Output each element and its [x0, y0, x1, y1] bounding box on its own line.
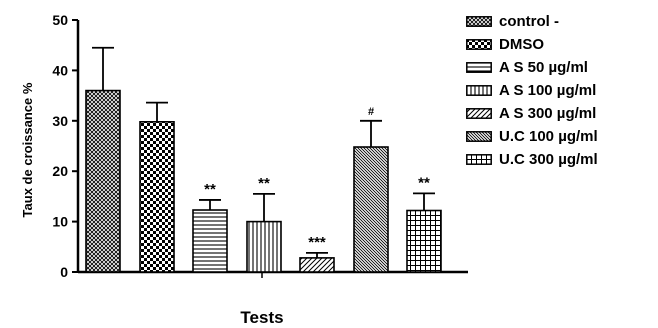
legend-label: U.C 100 µg/ml: [499, 128, 598, 145]
legend-swatch: [466, 16, 492, 27]
significance-label: **: [258, 175, 270, 192]
bar: [192, 209, 228, 273]
legend-label: control -: [499, 13, 559, 30]
significance-label: #: [368, 106, 374, 118]
y-tick-label: 20: [52, 163, 68, 179]
legend-swatch: [466, 154, 492, 165]
significance-label: **: [418, 174, 430, 191]
legend-label: DMSO: [499, 36, 544, 53]
y-tick-label: 50: [52, 12, 68, 28]
legend-swatch: [466, 85, 492, 96]
legend-swatch: [466, 62, 492, 73]
y-tick-label: 30: [52, 113, 68, 129]
legend-item: A S 50 µg/ml: [466, 56, 598, 79]
legend-swatch: [466, 108, 492, 119]
bars: ** *****#**: [85, 46, 442, 273]
bar: [353, 146, 389, 273]
y-axis-label: Taux de croissance %: [20, 82, 35, 217]
legend-item: U.C 100 µg/ml: [466, 125, 598, 148]
legend-label: A S 300 µg/ml: [499, 105, 597, 122]
y-tick-label: 10: [52, 214, 68, 230]
significance-label: **: [204, 181, 216, 198]
bar: [139, 121, 175, 273]
legend-label: U.C 300 µg/ml: [499, 151, 598, 168]
bar: [85, 89, 121, 273]
y-tick-label: 0: [60, 264, 68, 280]
x-axis-label: Tests: [240, 308, 283, 327]
bar: [246, 220, 282, 273]
legend-item: control -: [466, 10, 598, 33]
legend-label: A S 50 µg/ml: [499, 59, 588, 76]
legend-label: A S 100 µg/ml: [499, 82, 597, 99]
legend-item: DMSO: [466, 33, 598, 56]
bar: [299, 257, 335, 273]
legend-item: A S 100 µg/ml: [466, 79, 598, 102]
legend-item: A S 300 µg/ml: [466, 102, 598, 125]
chart-legend: control - DMSO A S 50 µg/ml A S 100 µg/ml A …: [466, 10, 598, 171]
bar: [406, 209, 442, 273]
significance-label: ***: [308, 234, 326, 251]
legend-swatch: [466, 39, 492, 50]
y-tick-label: 40: [52, 62, 68, 78]
legend-item: U.C 300 µg/ml: [466, 148, 598, 171]
legend-swatch: [466, 131, 492, 142]
